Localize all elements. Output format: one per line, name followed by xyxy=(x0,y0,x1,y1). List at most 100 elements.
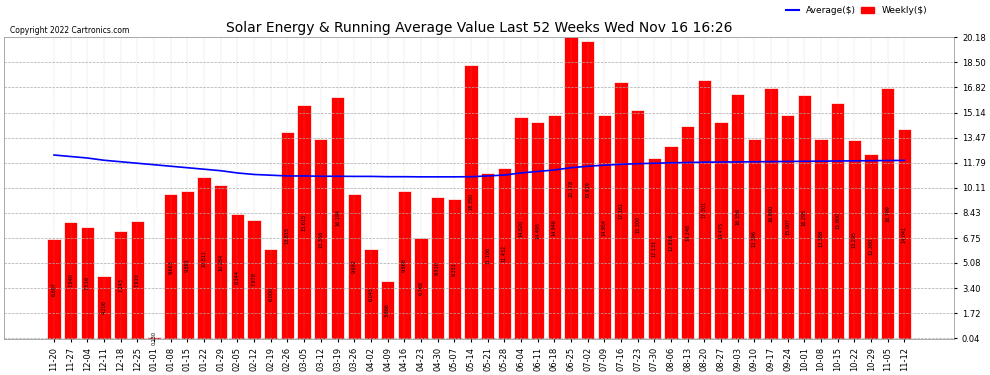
Text: 16.800: 16.800 xyxy=(768,205,773,222)
Bar xyxy=(431,197,445,339)
Text: 8.344: 8.344 xyxy=(235,270,240,284)
Text: 7.243: 7.243 xyxy=(118,278,123,292)
Text: 14.475: 14.475 xyxy=(719,222,724,239)
Bar xyxy=(647,158,661,339)
Bar xyxy=(481,173,494,339)
Bar xyxy=(731,94,744,339)
Bar xyxy=(847,140,861,339)
Text: 16.799: 16.799 xyxy=(885,205,890,222)
Text: 11.432: 11.432 xyxy=(502,245,507,262)
Bar xyxy=(331,97,345,339)
Text: 9.510: 9.510 xyxy=(435,261,441,275)
Bar xyxy=(214,185,228,339)
Text: 15.007: 15.007 xyxy=(785,218,790,235)
Text: 12.918: 12.918 xyxy=(668,234,673,251)
Text: 13.388: 13.388 xyxy=(819,230,824,248)
Bar xyxy=(381,281,394,339)
Text: 18.350: 18.350 xyxy=(468,193,473,210)
Bar xyxy=(781,114,794,339)
Text: 10.811: 10.811 xyxy=(202,249,207,267)
Bar xyxy=(664,146,678,339)
Text: 15.300: 15.300 xyxy=(636,216,641,233)
Bar xyxy=(281,132,294,339)
Bar xyxy=(48,239,60,339)
Bar xyxy=(564,37,577,339)
Bar xyxy=(764,88,778,339)
Text: 9.692: 9.692 xyxy=(351,260,356,273)
Text: 6.768: 6.768 xyxy=(419,281,424,296)
Bar xyxy=(248,220,260,339)
Bar xyxy=(181,191,194,339)
Bar xyxy=(615,82,628,339)
Text: 14.954: 14.954 xyxy=(602,219,607,236)
Bar xyxy=(898,129,911,339)
Text: 14.495: 14.495 xyxy=(536,222,541,239)
Bar xyxy=(81,226,94,339)
Text: 9.866: 9.866 xyxy=(402,258,407,272)
Text: 16.194: 16.194 xyxy=(335,209,340,226)
Bar xyxy=(64,222,77,339)
Text: 12.380: 12.380 xyxy=(868,238,873,255)
Bar xyxy=(815,139,828,339)
Bar xyxy=(231,214,245,339)
Text: 16.295: 16.295 xyxy=(802,209,807,226)
Bar xyxy=(347,194,360,339)
Text: 4.206: 4.206 xyxy=(102,300,107,315)
Text: 19.919: 19.919 xyxy=(585,182,590,198)
Text: 13.815: 13.815 xyxy=(285,227,290,244)
Bar xyxy=(831,103,844,339)
Text: 14.946: 14.946 xyxy=(551,219,556,236)
Text: 0.130: 0.130 xyxy=(151,331,156,345)
Text: 10.284: 10.284 xyxy=(218,254,224,271)
Text: 7.516: 7.516 xyxy=(85,276,90,290)
Text: 7.840: 7.840 xyxy=(68,273,73,287)
Bar xyxy=(681,126,694,339)
Text: 14.248: 14.248 xyxy=(685,224,690,241)
Bar xyxy=(531,122,544,339)
Bar xyxy=(514,117,528,339)
Bar xyxy=(747,139,761,339)
Bar xyxy=(314,139,328,339)
Text: 13.295: 13.295 xyxy=(852,231,857,248)
Bar xyxy=(414,238,428,339)
Bar xyxy=(148,337,160,339)
Bar xyxy=(631,110,644,339)
Text: 12.131: 12.131 xyxy=(651,240,656,257)
Bar xyxy=(97,276,111,339)
Text: 7.910: 7.910 xyxy=(135,273,140,287)
Bar xyxy=(398,191,411,339)
Bar xyxy=(715,123,728,339)
Text: 9.351: 9.351 xyxy=(451,262,456,276)
Bar xyxy=(131,220,145,339)
Bar xyxy=(547,116,561,339)
Bar xyxy=(864,154,878,339)
Text: 6.000: 6.000 xyxy=(268,287,273,301)
Bar xyxy=(498,168,511,339)
Text: 14.041: 14.041 xyxy=(902,225,907,243)
Text: Copyright 2022 Cartronics.com: Copyright 2022 Cartronics.com xyxy=(10,26,130,35)
Bar xyxy=(447,199,461,339)
Text: 11.106: 11.106 xyxy=(485,248,490,264)
Bar xyxy=(881,88,894,339)
Bar xyxy=(798,95,811,339)
Bar xyxy=(364,249,377,339)
Text: 13.356: 13.356 xyxy=(319,231,324,248)
Text: 7.978: 7.978 xyxy=(251,272,256,286)
Legend: Average($), Weekly($): Average($), Weekly($) xyxy=(782,3,931,19)
Text: 17.161: 17.161 xyxy=(619,202,624,219)
Text: 16.356: 16.356 xyxy=(736,208,741,225)
Bar xyxy=(297,105,311,339)
Text: 6.697: 6.697 xyxy=(51,282,56,296)
Text: 3.866: 3.866 xyxy=(385,303,390,317)
Bar xyxy=(114,231,128,339)
Text: 17.301: 17.301 xyxy=(702,201,707,218)
Text: 15.800: 15.800 xyxy=(836,212,841,230)
Bar xyxy=(264,249,277,339)
Text: 15.615: 15.615 xyxy=(302,214,307,231)
Bar xyxy=(698,80,711,339)
Bar xyxy=(581,41,594,339)
Bar xyxy=(164,195,177,339)
Title: Solar Energy & Running Average Value Last 52 Weeks Wed Nov 16 16:26: Solar Energy & Running Average Value Las… xyxy=(226,21,733,34)
Bar xyxy=(598,116,611,339)
Text: 20.178: 20.178 xyxy=(568,180,573,196)
